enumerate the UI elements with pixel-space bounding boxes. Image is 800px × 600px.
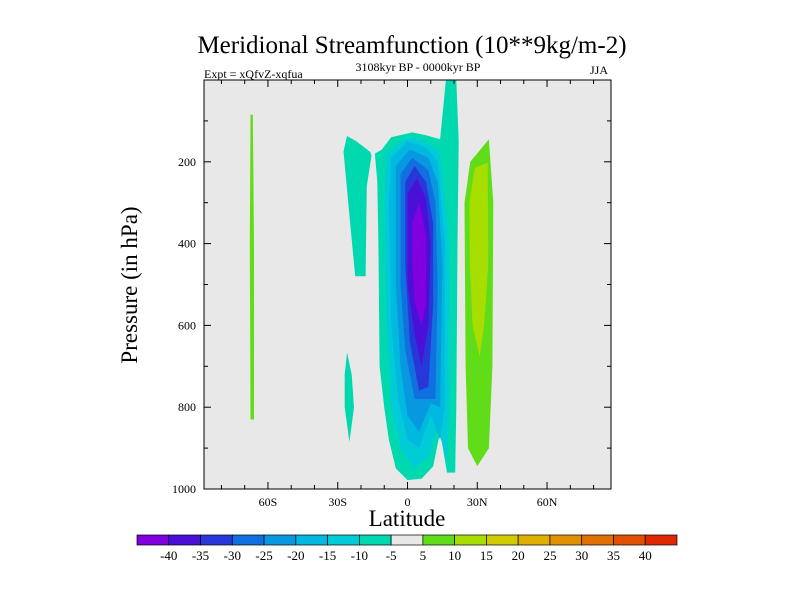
colorbar-swatch: [390, 534, 424, 546]
colorbar: -40 -35 -30 -25 -20 -15 -10 -5 5 10 15 20 25 30 35 40: [136, 534, 678, 563]
colorbar-label: 10: [448, 548, 461, 563]
colorbar-swatch: [231, 534, 265, 546]
x-tick-label: 60N: [537, 495, 558, 509]
contour-region-5-12: [249, 114, 254, 420]
colorbar-swatch: [295, 534, 328, 546]
colorbar-label: -15: [319, 548, 336, 563]
colorbar-swatch: [200, 534, 233, 546]
colorbar-label: 40: [639, 548, 652, 563]
colorbar-swatch: [263, 534, 297, 546]
y-tick-label: 1000: [172, 482, 196, 496]
colorbar-label: -25: [255, 548, 272, 563]
x-tick-label: 30S: [328, 495, 347, 509]
y-tick-label: 800: [178, 400, 196, 414]
y-tick-label: 200: [178, 155, 196, 169]
contour-region--40-9: [412, 202, 427, 326]
colorbar-label: 20: [512, 548, 525, 563]
colorbar-swatch: [136, 534, 170, 546]
colorbar-swatch: [644, 534, 678, 546]
x-tick-label: 30N: [467, 495, 488, 509]
contour-region--5-2: [344, 352, 354, 442]
colorbar-label: 5: [420, 548, 427, 563]
colorbar-label: 35: [607, 548, 620, 563]
contour-region-10-11: [469, 162, 489, 357]
experiment-label: Expt = xQfvZ-xqfua: [204, 67, 303, 81]
chart-subtitle: 3108kyr BP - 0000kyr BP: [356, 60, 481, 74]
contour-region--5-1: [343, 136, 372, 277]
colorbar-swatch: [613, 534, 646, 546]
colorbar-label: -35: [192, 548, 209, 563]
y-tick-label: 600: [178, 318, 196, 332]
contour-regions: [249, 80, 494, 480]
colorbar-swatch: [359, 534, 392, 546]
colorbar-swatch: [327, 534, 360, 546]
x-tick-label: 60S: [259, 495, 278, 509]
season-label: JJA: [590, 63, 608, 77]
colorbar-swatch: [454, 534, 487, 546]
chart-title: Meridional Streamfunction (10**9kg/m-2): [197, 32, 626, 59]
colorbar-label: -5: [386, 548, 397, 563]
colorbar-swatch: [581, 534, 614, 546]
y-tick-label: 400: [178, 237, 196, 251]
colorbar-label: 30: [575, 548, 588, 563]
colorbar-swatch: [422, 534, 455, 546]
colorbar-label: -40: [160, 548, 177, 563]
x-tick-label: 0: [405, 495, 411, 509]
colorbar-label: -10: [351, 548, 368, 563]
colorbar-swatch: [486, 534, 519, 546]
x-axis-label: Latitude: [369, 506, 446, 531]
colorbar-label: 15: [480, 548, 493, 563]
colorbar-label: -20: [287, 548, 304, 563]
colorbar-label: -30: [224, 548, 241, 563]
colorbar-swatch: [517, 534, 551, 546]
y-axis-label: Pressure (in hPa): [117, 206, 142, 363]
colorbar-swatch: [168, 534, 201, 546]
colorbar-label: 25: [543, 548, 556, 563]
axis-ticks: 60S 30S 0 30N 60N 200 400 600 800 1000: [172, 80, 611, 509]
colorbar-swatch: [549, 534, 583, 546]
